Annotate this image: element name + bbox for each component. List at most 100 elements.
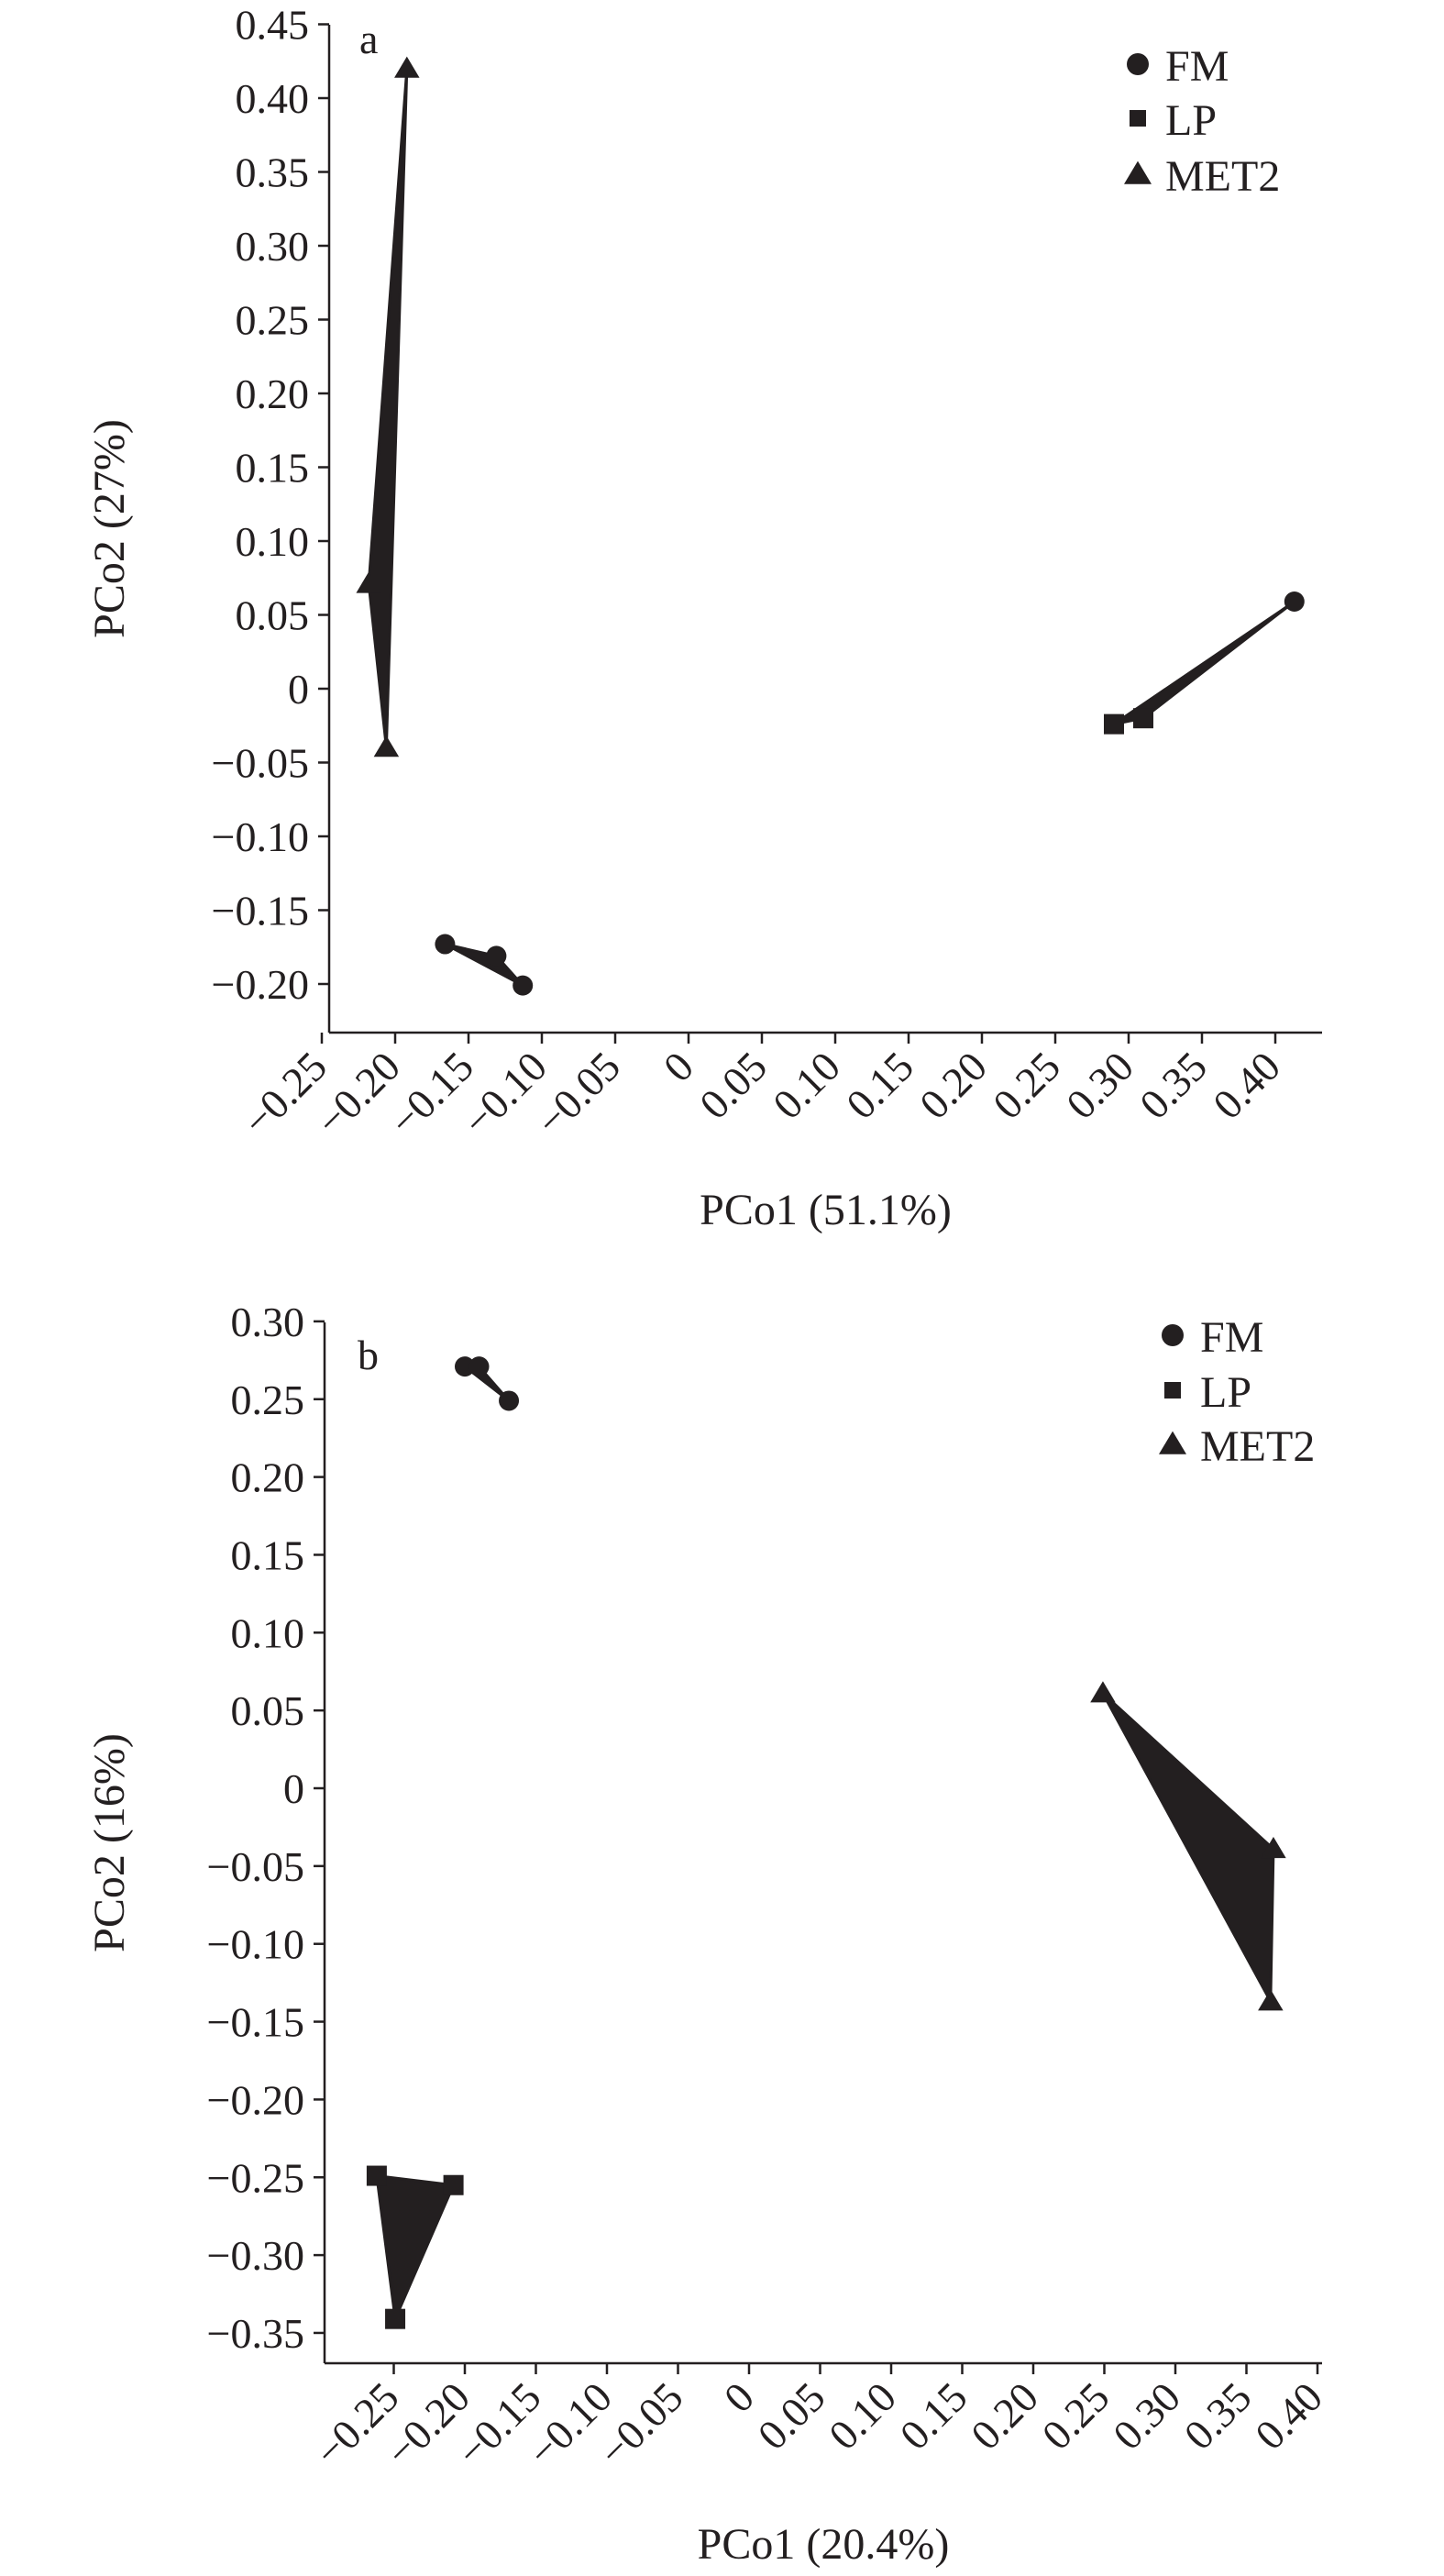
legend-label-met2: MET2 [1165, 152, 1280, 201]
y-tick-label: −0.05 [207, 1843, 304, 1890]
group-hull [367, 67, 409, 749]
x-tick-label: −0.05 [527, 1043, 629, 1144]
panel-a: 0.450.400.350.300.250.200.150.100.050−0.… [85, 2, 1322, 1234]
y-tick-label: −0.20 [212, 961, 309, 1008]
point-met2 [394, 56, 420, 78]
legend-marker-met2 [1124, 160, 1152, 184]
point-met2 [356, 571, 381, 593]
point-lp [366, 2165, 387, 2186]
x-tick-label: −0.20 [307, 1043, 409, 1144]
point-fm [1284, 591, 1305, 613]
y-tick-label: −0.20 [207, 2076, 304, 2123]
x-tick-label: 0.20 [962, 2373, 1047, 2459]
point-fm [435, 934, 456, 955]
point-met2 [1261, 1836, 1286, 1859]
x-tick-label: 0 [715, 2373, 763, 2421]
x-tick-label: −0.15 [447, 2373, 549, 2475]
x-tick-label: 0.10 [764, 1043, 849, 1128]
y-tick-label: 0.20 [236, 370, 310, 417]
y-tick-label: 0.35 [236, 149, 310, 196]
point-fm [455, 1356, 475, 1377]
x-tick-label: −0.10 [454, 1043, 556, 1144]
legend-label-fm: FM [1200, 1313, 1263, 1362]
y-tick-label: −0.05 [212, 740, 309, 787]
y-tick-label: 0.10 [236, 518, 310, 565]
x-tick-label: 0.40 [1204, 1043, 1289, 1128]
y-tick-label: −0.25 [207, 2154, 304, 2201]
point-met2 [373, 735, 400, 757]
x-tick-label: 0.25 [1033, 2373, 1119, 2459]
y-tick-label: −0.35 [207, 2310, 304, 2357]
y-tick-label: −0.15 [207, 1999, 304, 2046]
x-tick-label: 0.15 [891, 2373, 976, 2459]
y-tick-label: 0.15 [236, 445, 310, 492]
x-tick-label: 0.05 [749, 2373, 834, 2459]
y-tick-label: 0.40 [236, 75, 310, 122]
legend-label-lp: LP [1165, 96, 1217, 145]
x-tick-label: −0.15 [380, 1043, 482, 1144]
point-fm [513, 975, 534, 996]
x-tick-label: 0.30 [1057, 1043, 1142, 1128]
point-lp [1104, 713, 1124, 735]
x-axis-label: PCo1 (51.1%) [700, 1186, 952, 1234]
group-hull [1112, 600, 1296, 726]
x-tick-label: −0.20 [377, 2373, 479, 2475]
x-tick-label: 0.10 [820, 2373, 905, 2459]
y-tick-label: 0 [283, 1765, 304, 1812]
group-hull [1101, 1691, 1275, 2003]
y-axis-label: PCo2 (16%) [85, 1733, 134, 1952]
x-tick-label: 0.35 [1175, 2373, 1261, 2459]
y-tick-label: 0 [288, 666, 309, 713]
y-tick-label: 0.15 [231, 1531, 305, 1578]
legend-marker-fm [1162, 1324, 1184, 1346]
y-tick-label: 0.25 [236, 297, 310, 344]
y-tick-label: −0.10 [207, 1921, 304, 1968]
panel-b: 0.300.250.200.150.100.050−0.05−0.10−0.15… [85, 1299, 1331, 2569]
y-tick-label: −0.15 [212, 888, 309, 934]
panel-label: b [358, 1332, 379, 1378]
panel-label: a [359, 16, 378, 62]
x-tick-label: −0.10 [519, 2373, 621, 2475]
legend-marker-fm [1127, 53, 1149, 75]
x-tick-label: −0.05 [590, 2373, 691, 2475]
y-tick-label: 0.30 [231, 1299, 305, 1345]
legend-marker-met2 [1159, 1431, 1186, 1454]
x-tick-label: −0.25 [305, 2373, 407, 2475]
point-met2 [1258, 1989, 1284, 2011]
x-tick-label: 0.05 [690, 1043, 776, 1128]
x-tick-label: 0.20 [910, 1043, 996, 1128]
x-axis-label: PCo1 (20.4%) [698, 2520, 950, 2569]
y-tick-label: 0.05 [236, 592, 310, 639]
y-tick-label: 0.10 [231, 1609, 305, 1656]
point-fm [486, 945, 507, 967]
legend-marker-lp [1130, 110, 1146, 127]
y-tick-label: 0.25 [231, 1376, 305, 1423]
x-tick-label: 0 [655, 1043, 702, 1090]
x-tick-label: 0.35 [1130, 1043, 1216, 1128]
group-hull [375, 2174, 456, 2321]
point-fm [499, 1390, 520, 1411]
point-lp [385, 2308, 406, 2329]
y-tick-label: 0.45 [236, 2, 310, 49]
y-tick-label: 0.30 [236, 223, 310, 270]
legend-marker-lp [1164, 1382, 1181, 1399]
y-tick-label: 0.20 [231, 1454, 305, 1501]
point-lp [443, 2174, 464, 2195]
legend-label-lp: LP [1200, 1368, 1251, 1417]
x-tick-label: 0.15 [837, 1043, 922, 1128]
legend-label-fm: FM [1165, 42, 1229, 91]
y-axis-label: PCo2 (27%) [85, 419, 134, 638]
x-tick-label: −0.25 [234, 1043, 336, 1144]
y-tick-label: −0.30 [207, 2232, 304, 2279]
group-hull [443, 943, 524, 988]
x-tick-label: 0.40 [1246, 2373, 1331, 2459]
point-fm [468, 1356, 490, 1377]
point-lp [1133, 708, 1153, 729]
x-tick-label: 0.25 [984, 1043, 1069, 1128]
y-tick-label: 0.05 [231, 1687, 305, 1734]
point-met2 [1090, 1681, 1116, 1703]
x-tick-label: 0.30 [1104, 2373, 1189, 2459]
y-tick-label: −0.10 [212, 813, 309, 860]
legend-label-met2: MET2 [1200, 1422, 1315, 1471]
